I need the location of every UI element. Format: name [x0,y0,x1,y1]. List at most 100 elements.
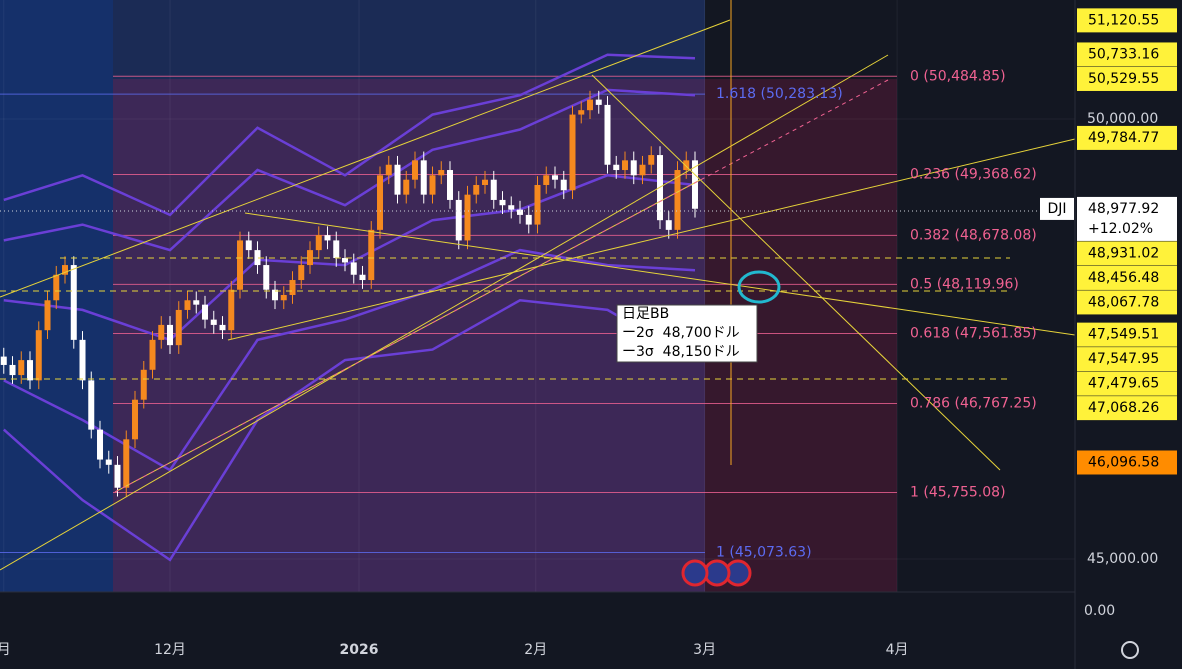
candle-body [403,179,410,195]
candle-body [368,229,375,281]
price-label: 47,068.26 [1088,400,1159,416]
candle-body [105,459,112,465]
candle-body [648,155,655,165]
candle-body [97,429,104,460]
annotation-bg [616,304,758,363]
candle-body [0,356,7,365]
candle-body [184,300,191,310]
candle-body [123,439,130,488]
x-tick-label: 2026 [340,642,379,658]
x-tick-label: 3月 [693,642,716,658]
us-event-icon[interactable] [681,559,709,587]
candle-body [683,160,690,171]
annotation-text: ー3σ 48,150ドル [622,344,740,360]
candle-body [324,235,331,241]
candle-body [412,160,419,180]
fib-label: 0.236 (49,368.62) [910,167,1037,183]
us-event-icon[interactable] [703,559,731,587]
trendline [114,79,889,493]
annotation-text: ー2σ 48,700ドル [622,325,740,341]
trendline [0,54,889,571]
candle-body [62,265,69,275]
candle-body [35,330,42,381]
candle-body [210,319,217,325]
candle-body [263,265,270,290]
candle-body [9,364,16,376]
lower-pane-label: 0.00 [1084,603,1115,619]
candle-body [595,99,602,105]
candle-body [114,464,121,488]
price-label: 46,096.58 [1088,454,1159,470]
candle-body [508,205,515,210]
candle-body [586,99,593,111]
fib-label: 0 (50,484.85) [910,68,1006,84]
candle-body [551,175,558,180]
price-label-bg [1077,396,1177,421]
y-tick-label: 45,000.00 [1087,551,1158,567]
candle-body [455,199,462,241]
candle-body [665,220,672,230]
candle-body [53,274,60,301]
candle-body [482,179,489,185]
candle-body [79,339,86,381]
x-tick-label: 月 [0,642,11,658]
drawings [0,0,1076,571]
candle-body [569,114,576,191]
band-line [2,299,696,562]
candle-body [534,184,541,225]
fib-label: 0.786 (46,767.25) [910,395,1037,411]
price-label-bg [1077,42,1177,67]
candle-body [158,324,165,340]
candle-body [691,160,698,209]
price-label-bg [1077,241,1177,266]
price-label: 50,529.55 [1088,71,1159,87]
price-label-bg [1077,322,1177,347]
candle-body [517,209,524,215]
settings-button[interactable] [1121,641,1139,659]
price-label-bg [1077,265,1177,290]
candle-body [429,175,436,195]
candle-body [18,360,25,376]
trendline [244,212,1076,336]
candle-body [175,309,182,346]
candle-body [350,262,357,275]
price-label: 47,549.51 [1088,327,1159,343]
candle-body [578,110,585,115]
candle-body [88,380,95,430]
candle-body [280,294,287,301]
candle-body [359,274,366,281]
candle-body [193,300,200,305]
y-tick-label: 50,000.00 [1087,111,1158,127]
candle-body [394,164,401,195]
x-tick-label: 4月 [886,642,909,658]
band-line [3,88,696,252]
band-line [3,53,696,217]
price-axis: 50,000.00 45,000.00 51,120.55 50,733.16 50,5… [1040,8,1177,567]
price-label: 50,733.16 [1088,46,1159,62]
price-label-bg [1077,290,1177,315]
price-label-bg [1077,8,1177,33]
candle-body [604,104,611,165]
price-label-bg [1077,371,1177,396]
candle-body [132,399,139,440]
trendline [591,74,1001,471]
candle-body [289,280,296,295]
price-label: 48,067.78 [1088,294,1159,310]
price-label-bg [1077,347,1177,372]
candle-body [315,235,322,251]
change-label: +12.02% [1088,221,1153,237]
ticker-bg [1040,197,1074,220]
candle-body [473,184,480,195]
candle-body [149,339,156,370]
candle-body [560,179,567,191]
candle-body [219,324,226,331]
candle-body [543,175,550,185]
price-label-bg [1077,125,1177,150]
event-icons[interactable] [681,559,752,587]
candle-body [621,160,628,171]
candle-body [333,240,340,259]
candle-body [140,369,147,400]
x-tick-label: 12月 [154,642,186,658]
fib-label: 0.618 (47,561.85) [910,326,1037,342]
